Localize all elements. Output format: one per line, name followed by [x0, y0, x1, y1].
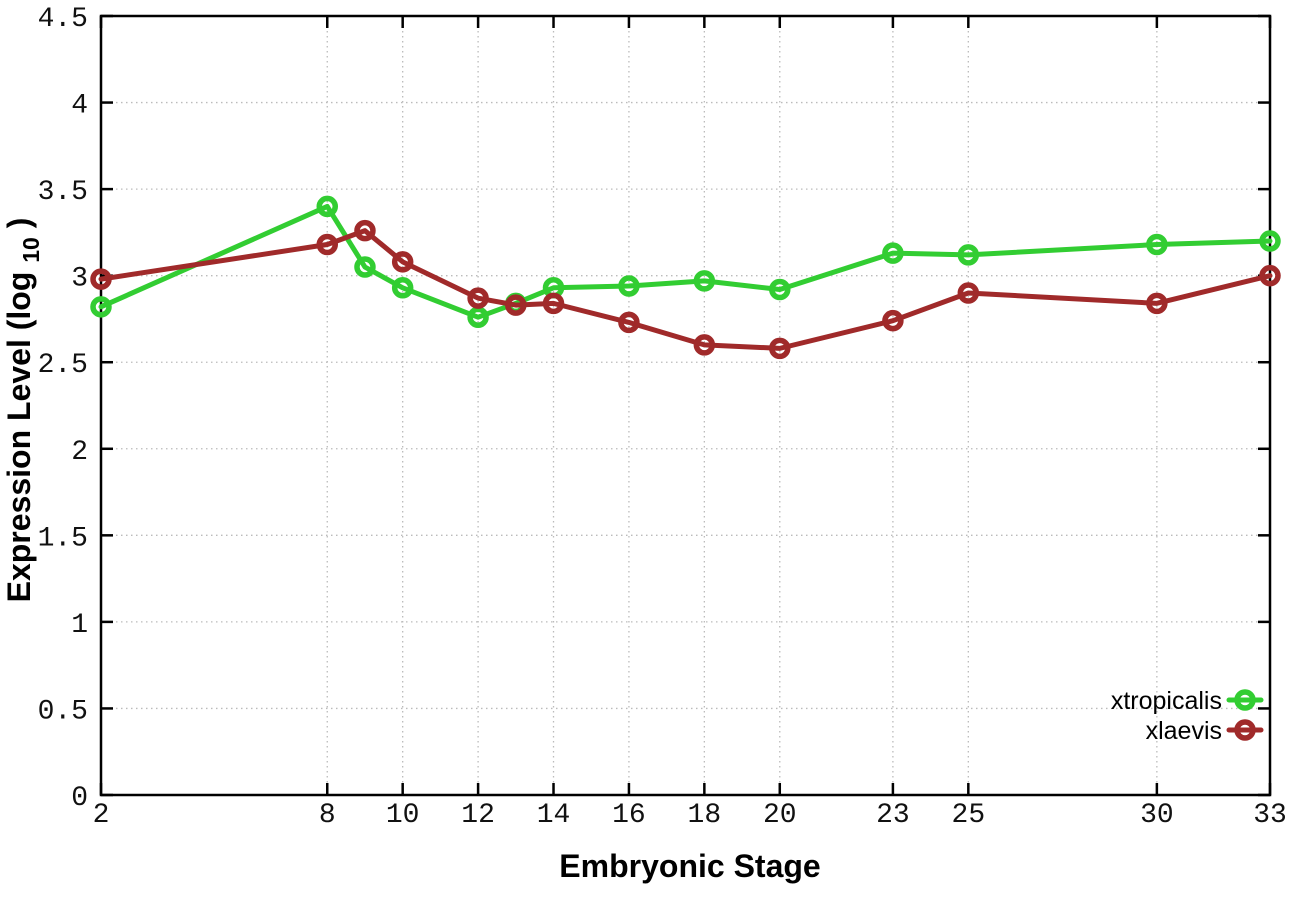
data-point-marker-xlaevis	[391, 251, 414, 273]
data-point-marker-xlaevis	[316, 233, 339, 256]
data-point-marker-xtropicalis	[391, 277, 414, 299]
series-layer	[90, 195, 1281, 360]
data-point-marker-xtropicalis	[467, 306, 489, 328]
data-point-marker-xtropicalis	[1259, 230, 1281, 252]
y-tick-label: 1	[71, 610, 88, 641]
data-point-marker-xlaevis	[542, 292, 565, 315]
y-tick-label: 1.5	[38, 523, 88, 554]
grid-layer	[101, 16, 1270, 795]
x-tick-label: 30	[1140, 800, 1174, 831]
data-point-marker-xlaevis	[957, 282, 980, 304]
x-tick-label: 10	[386, 800, 420, 831]
x-tick-label: 16	[612, 800, 646, 831]
data-point-marker-xlaevis	[618, 311, 640, 334]
x-tick-label: 14	[537, 800, 571, 831]
x-axis-title: Embryonic Stage	[559, 848, 820, 884]
data-point-marker-xlaevis	[693, 334, 716, 356]
data-point-marker-xtropicalis	[618, 275, 640, 297]
data-point-marker-xlaevis	[769, 337, 791, 360]
data-point-marker-xlaevis	[1146, 292, 1168, 315]
data-point-marker-xtropicalis	[1146, 233, 1168, 256]
y-axis-title-main: Expression Level (log	[1, 272, 37, 603]
x-tick-label: 25	[952, 800, 986, 831]
y-axis-title: Expression Level (log 10 )	[1, 218, 46, 603]
y-tick-label: 0.5	[38, 696, 88, 727]
legend-sample-marker-xlaevis	[1234, 719, 1256, 741]
data-point-marker-xtropicalis	[882, 242, 904, 264]
data-point-marker-xlaevis	[354, 219, 376, 242]
y-tick-label: 2.5	[38, 350, 88, 381]
x-tick-label: 23	[876, 800, 910, 831]
data-point-marker-xtropicalis	[957, 244, 980, 266]
tick-layer	[99, 14, 1272, 797]
data-point-marker-xtropicalis	[769, 278, 791, 301]
x-tick-label: 33	[1253, 800, 1287, 831]
data-point-marker-xlaevis	[505, 294, 527, 316]
x-tick-label: 2	[93, 800, 110, 831]
y-tick-label: 2	[71, 437, 88, 468]
y-tick-label: 3.5	[38, 177, 88, 208]
data-point-marker-xtropicalis	[693, 270, 716, 292]
data-point-marker-xtropicalis	[354, 256, 376, 278]
data-point-marker-xlaevis	[1259, 264, 1281, 287]
legend-sample-marker-xtropicalis	[1234, 689, 1256, 711]
x-tick-label: 18	[688, 800, 722, 831]
x-tick-label: 12	[461, 800, 495, 831]
plot-border	[99, 14, 1272, 797]
x-tick-label: 20	[763, 800, 797, 831]
y-tick-label: 4.5	[38, 4, 88, 35]
data-point-marker-xlaevis	[467, 287, 489, 309]
data-point-marker-xlaevis	[90, 268, 112, 290]
plot-border-layer	[99, 14, 1272, 797]
y-tick-label: 4	[71, 91, 88, 122]
y-axis-title-subscript: 10	[18, 237, 44, 263]
x-tick-label: 8	[319, 800, 336, 831]
data-point-marker-xtropicalis	[90, 296, 112, 318]
y-tick-label: 3	[71, 264, 88, 295]
legend-sample-layer	[1226, 689, 1264, 741]
data-point-marker-xlaevis	[882, 309, 904, 332]
y-axis-title-close: )	[1, 218, 37, 229]
y-tick-label: 0	[71, 783, 88, 814]
legend-label-xtropicalis: xtropicalis	[1111, 687, 1222, 715]
legend-label-xlaevis: xlaevis	[1146, 717, 1222, 745]
data-point-marker-xtropicalis	[316, 195, 339, 218]
tick-label-layer: 2 8 10 12 14 16 18 20 23 25 30 33 0 0.5 1 1.5 2 2.5 3 3.5 4 4…	[38, 4, 1287, 831]
